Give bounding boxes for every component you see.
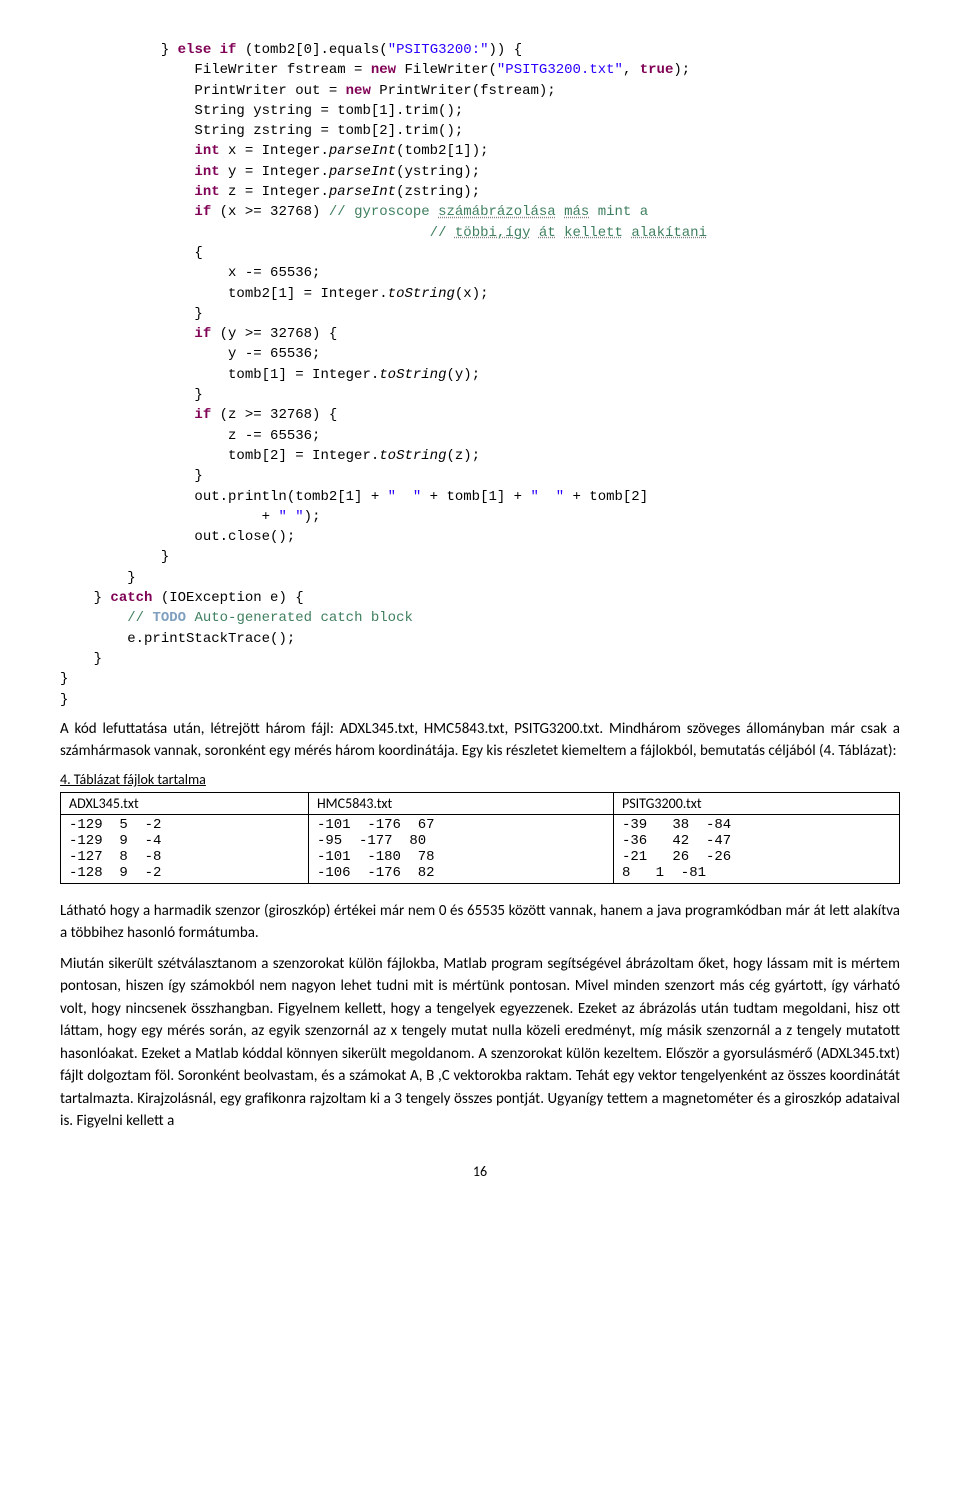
table-cell: -101 -176 67 -95 -177 80 -101 -180 78 -1… bbox=[308, 814, 613, 883]
table-caption: 4. Táblázat fájlok tartalma bbox=[60, 771, 900, 788]
table-header-row: ADXL345.txt HMC5843.txt PSITG3200.txt bbox=[61, 792, 900, 814]
paragraph-1: A kód lefuttatása után, létrejött három … bbox=[60, 718, 900, 763]
data-table: ADXL345.txt HMC5843.txt PSITG3200.txt -1… bbox=[60, 792, 900, 884]
paragraph-2: Látható hogy a harmadik szenzor (giroszk… bbox=[60, 900, 900, 945]
table-cell: -39 38 -84 -36 42 -47 -21 26 -26 8 1 -81 bbox=[613, 814, 899, 883]
table-header-cell: HMC5843.txt bbox=[308, 792, 613, 814]
table-header-cell: ADXL345.txt bbox=[61, 792, 309, 814]
table-cell: -129 5 -2 -129 9 -4 -127 8 -8 -128 9 -2 bbox=[61, 814, 309, 883]
table-row: -129 5 -2 -129 9 -4 -127 8 -8 -128 9 -2 … bbox=[61, 814, 900, 883]
page-number: 16 bbox=[60, 1163, 900, 1180]
code-block: } else if (tomb2[0].equals("PSITG3200:")… bbox=[60, 40, 900, 710]
table-header-cell: PSITG3200.txt bbox=[613, 792, 899, 814]
paragraph-3: Miután sikerült szétválasztanom a szenzo… bbox=[60, 953, 900, 1133]
